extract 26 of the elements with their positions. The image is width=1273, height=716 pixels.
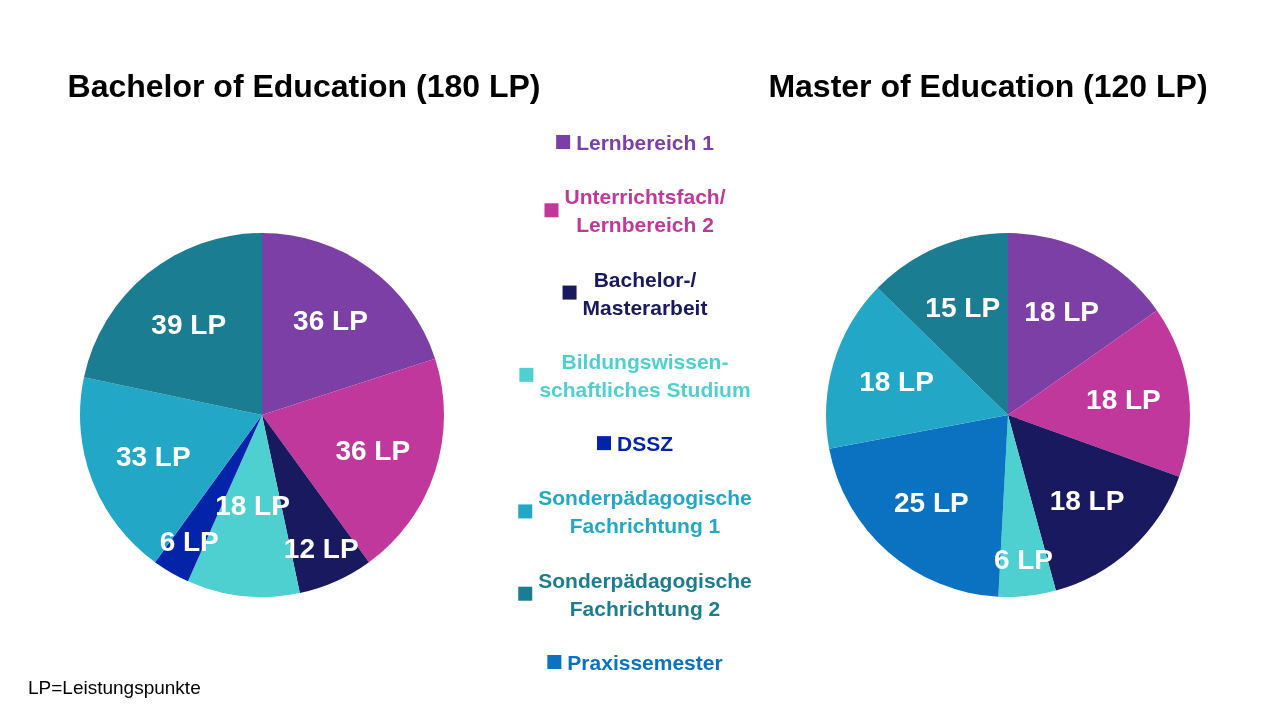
- legend-label: Bachelor-/ Masterarbeit: [582, 267, 708, 319]
- legend-label: Bildungswissen- schaftliches Studium: [539, 349, 751, 401]
- pie-slice: [826, 288, 1008, 449]
- pie-slice: [1008, 415, 1180, 591]
- pie-slice: [262, 233, 436, 415]
- legend-label: Praxissemester: [567, 650, 723, 674]
- data-label: 18 LP: [1049, 485, 1125, 517]
- data-label: 39 LP: [151, 308, 227, 340]
- legend-label: DSSZ: [616, 431, 674, 455]
- data-label: 15 LP: [925, 292, 1001, 324]
- data-label: 18 LP: [1086, 384, 1161, 416]
- legend-label: Unterrichtsfach/ Lernbereich 2: [564, 184, 726, 236]
- text: LP=Leistungspunkte: [28, 677, 201, 698]
- pie-slice: [83, 233, 262, 415]
- data-label: 18 LP: [1024, 296, 1100, 328]
- data-label: 18 LP: [859, 365, 934, 397]
- data-label: 33 LP: [115, 441, 191, 473]
- pie-slice: [829, 415, 1008, 597]
- legend-label: Lernbereich 1: [576, 130, 715, 154]
- legend-label: Sonderpädagogische Fachrichtung 2: [538, 568, 752, 620]
- data-label: 25 LP: [893, 487, 969, 519]
- data-label: 36 LP: [335, 435, 411, 467]
- chart-title: Master of Education (120 LP): [768, 68, 1208, 104]
- legend-label: Sonderpädagogische Fachrichtung 1: [538, 485, 752, 537]
- chart-title: Bachelor of Education (180 LP): [67, 68, 541, 104]
- data-label: 36 LP: [293, 305, 368, 337]
